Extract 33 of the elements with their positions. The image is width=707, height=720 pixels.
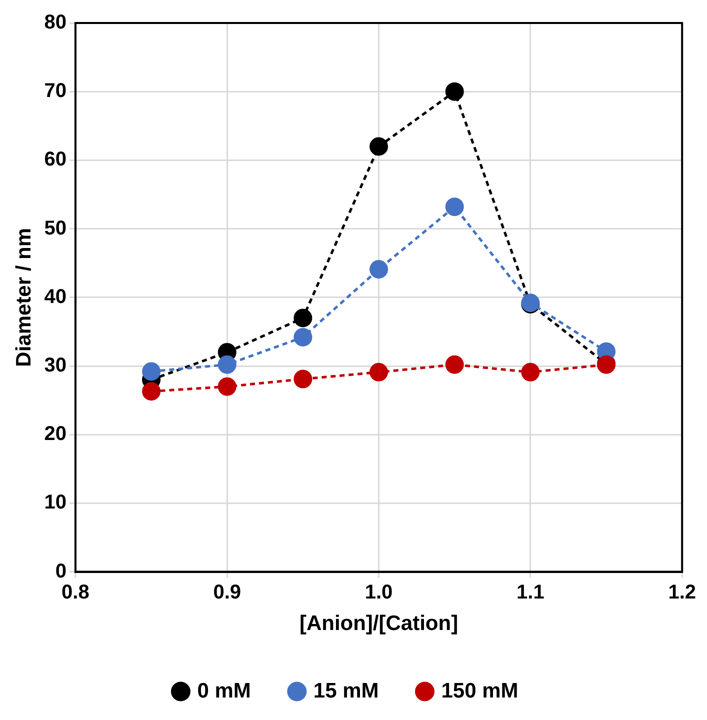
- x-tick-label: 0.9: [213, 581, 242, 604]
- point: [370, 137, 388, 156]
- x-tick-label: 0.8: [62, 581, 90, 604]
- point: [370, 362, 388, 382]
- point: [521, 362, 540, 382]
- x-tick-label: 1.1: [516, 581, 544, 604]
- legend-label: 15 mM: [313, 679, 379, 702]
- x-axis-title: [Anion]/[Cation]: [299, 612, 458, 636]
- y-tick-label: 60: [44, 148, 66, 171]
- point: [142, 362, 161, 381]
- point: [142, 382, 161, 401]
- y-tick-label: 40: [44, 286, 66, 308]
- y-tick-label: 30: [44, 354, 66, 377]
- x-tick-label: 1.0: [364, 581, 393, 604]
- point: [294, 370, 312, 388]
- y-tick-label: 50: [44, 217, 66, 240]
- legend-label: 0 mM: [197, 679, 251, 702]
- legend-label: 150 mM: [441, 679, 518, 702]
- x-tick-label: 1.2: [668, 581, 696, 604]
- point: [445, 82, 464, 101]
- point: [294, 308, 312, 328]
- y-axis-title: Diameter / nm: [12, 228, 36, 367]
- y-tick-label: 10: [44, 492, 66, 514]
- y-tick-label: 20: [44, 423, 66, 446]
- point: [218, 377, 236, 396]
- point: [294, 328, 312, 346]
- y-tick-label: 70: [44, 80, 66, 102]
- point: [445, 355, 464, 374]
- y-tick-label: 0: [55, 560, 66, 582]
- point: [370, 260, 388, 279]
- point: [218, 355, 236, 374]
- y-tick-label: 80: [44, 12, 66, 34]
- point: [445, 198, 464, 216]
